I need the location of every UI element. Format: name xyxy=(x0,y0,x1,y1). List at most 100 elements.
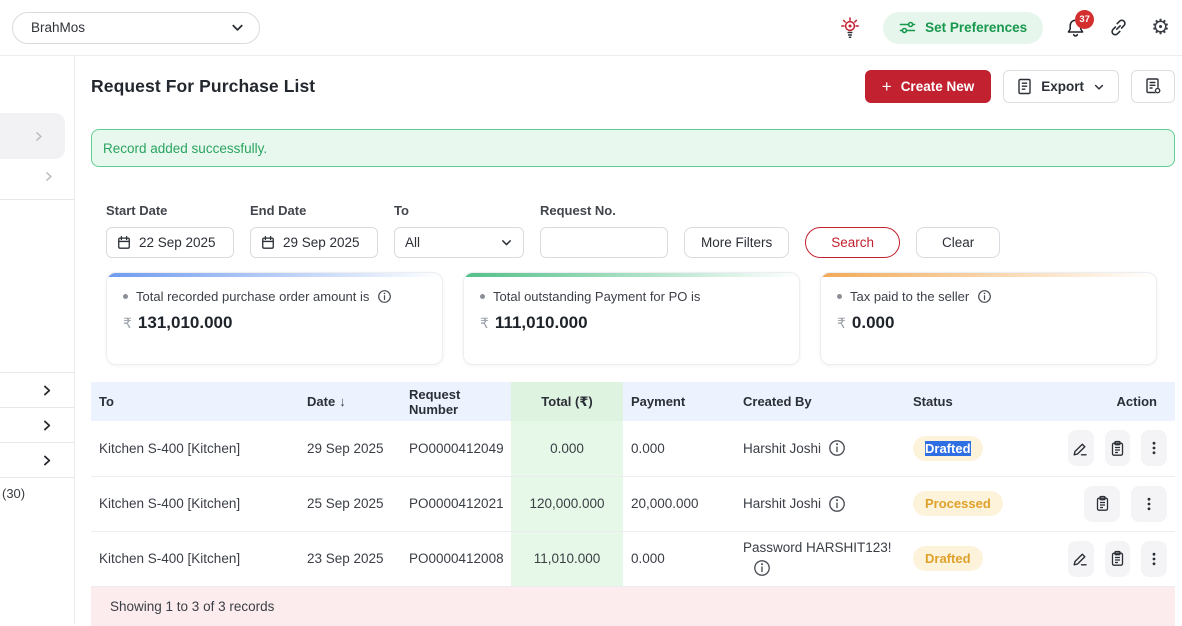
cell-request-number: PO0000412021 xyxy=(401,476,511,532)
table-row: Kitchen S-400 [Kitchen] 23 Sep 2025 PO00… xyxy=(91,531,1175,587)
info-icon[interactable] xyxy=(753,559,771,577)
export-button[interactable]: Export xyxy=(1003,70,1119,103)
cell-date: 23 Sep 2025 xyxy=(299,531,401,587)
sidebar-item-group-3[interactable] xyxy=(0,443,75,477)
info-icon[interactable] xyxy=(377,289,392,304)
company-selector[interactable]: BrahMos xyxy=(12,11,260,44)
edit-icon[interactable] xyxy=(1067,430,1094,467)
sidebar-divider xyxy=(0,442,75,443)
sort-desc-icon: ↓ xyxy=(339,394,346,409)
cell-created-by: Password HARSHIT123! xyxy=(743,539,892,555)
chevron-down-icon xyxy=(230,20,245,35)
search-button[interactable]: Search xyxy=(805,227,901,258)
records-count-text: Showing 1 to 3 of 3 records xyxy=(110,598,275,614)
card-amount: 111,010.000 xyxy=(494,313,588,332)
cell-total: 0.000 xyxy=(511,421,623,477)
sidebar-item-count-label[interactable]: (30) xyxy=(2,486,26,501)
to-filter-label: To xyxy=(394,203,409,218)
set-preferences-button[interactable]: Set Preferences xyxy=(883,11,1044,44)
cell-payment: 20,000.000 xyxy=(623,476,735,532)
sidebar-divider xyxy=(0,199,75,200)
start-date-field[interactable]: 22 Sep 2025 xyxy=(106,227,234,258)
copy-icon[interactable] xyxy=(1104,430,1131,467)
cell-request-number: PO0000412008 xyxy=(401,531,511,587)
sidebar-item-group-2[interactable] xyxy=(0,408,75,442)
sidebar-item-collapsed[interactable] xyxy=(42,170,55,183)
bulb-icon[interactable] xyxy=(839,16,861,40)
success-alert-message: Record added successfully. xyxy=(103,140,268,156)
to-filter-select[interactable]: All xyxy=(394,227,524,258)
column-settings-button[interactable] xyxy=(1131,70,1175,103)
cell-created-by: Harshit Joshi xyxy=(743,496,822,511)
cell-payment: 0.000 xyxy=(623,531,735,587)
summary-card-tax-paid: Tax paid to the seller ₹ 0.000 xyxy=(820,272,1157,365)
cell-date: 29 Sep 2025 xyxy=(299,421,401,477)
start-date-value: 22 Sep 2025 xyxy=(139,235,216,250)
plus-icon: + xyxy=(881,77,892,96)
summary-card-total-recorded: Total recorded purchase order amount is … xyxy=(106,272,443,365)
set-preferences-label: Set Preferences xyxy=(925,20,1028,35)
gear-icon[interactable]: ⚙ xyxy=(1151,16,1170,39)
main-content: Request For Purchase List + Create New E… xyxy=(75,56,1182,626)
col-header-request-number: Request Number xyxy=(401,382,511,421)
copy-icon[interactable] xyxy=(1104,540,1131,577)
sidebar-divider xyxy=(0,407,75,408)
cell-to: Kitchen S-400 [Kitchen] xyxy=(91,421,299,477)
page-title: Request For Purchase List xyxy=(91,76,316,96)
bullet-dot xyxy=(123,294,128,299)
cell-total: 120,000.000 xyxy=(511,476,623,532)
cell-created-by: Harshit Joshi xyxy=(743,440,822,456)
sidebar-item-active[interactable] xyxy=(0,113,65,159)
sidebar-item-group-1[interactable] xyxy=(0,373,75,407)
rupee-symbol: ₹ xyxy=(480,315,489,331)
copy-icon[interactable] xyxy=(1084,485,1120,522)
card-amount: 0.000 xyxy=(851,313,895,332)
create-new-button[interactable]: + Create New xyxy=(864,70,992,103)
more-actions-icon[interactable] xyxy=(1141,430,1167,467)
chevron-down-icon xyxy=(500,236,513,249)
cell-to: Kitchen S-400 [Kitchen] xyxy=(91,476,299,532)
calendar-icon xyxy=(117,235,131,250)
card-label: Total outstanding Payment for PO is xyxy=(493,289,701,304)
table-header-row: To Date ↓ Request Number Total (₹) Paymen… xyxy=(91,382,1175,421)
purchase-table: To Date ↓ Request Number Total (₹) Paymen… xyxy=(91,382,1175,626)
edit-icon[interactable] xyxy=(1067,540,1094,577)
sidebar-divider xyxy=(0,372,75,373)
success-alert: Record added successfully. xyxy=(91,129,1175,167)
col-header-action: Action xyxy=(1060,382,1175,421)
table-row: Kitchen S-400 [Kitchen] 25 Sep 2025 PO00… xyxy=(91,476,1175,532)
company-selector-value: BrahMos xyxy=(31,20,86,35)
more-actions-icon[interactable] xyxy=(1141,540,1167,577)
request-no-label: Request No. xyxy=(540,203,616,218)
sidebar: (30) xyxy=(0,56,75,624)
col-header-status: Status xyxy=(905,382,1060,421)
notification-count-badge: 37 xyxy=(1075,9,1095,29)
document-icon xyxy=(1017,78,1032,95)
col-header-created-by: Created By xyxy=(735,382,905,421)
cell-date: 25 Sep 2025 xyxy=(299,476,401,532)
bullet-dot xyxy=(480,294,485,299)
sliders-icon xyxy=(899,20,916,35)
bullet-dot xyxy=(837,294,842,299)
status-badge: Drafted xyxy=(913,546,983,571)
request-no-input[interactable] xyxy=(540,227,668,258)
summary-cards: Total recorded purchase order amount is … xyxy=(106,272,1175,365)
document-gear-icon xyxy=(1144,77,1163,96)
cell-payment: 0.000 xyxy=(623,421,735,477)
top-bar: BrahMos xyxy=(0,0,1182,56)
sidebar-divider xyxy=(0,477,75,478)
link-icon[interactable] xyxy=(1108,17,1129,38)
clear-button[interactable]: Clear xyxy=(916,227,1001,258)
info-icon[interactable] xyxy=(828,495,846,513)
status-badge: Processed xyxy=(913,491,1003,516)
start-date-label: Start Date xyxy=(106,203,168,218)
more-actions-icon[interactable] xyxy=(1131,485,1167,522)
more-filters-button[interactable]: More Filters xyxy=(684,227,790,258)
end-date-value: 29 Sep 2025 xyxy=(283,235,360,250)
rupee-symbol: ₹ xyxy=(123,315,132,331)
end-date-label: End Date xyxy=(250,203,307,218)
end-date-field[interactable]: 29 Sep 2025 xyxy=(250,227,378,258)
info-icon[interactable] xyxy=(828,439,846,457)
info-icon[interactable] xyxy=(977,289,992,304)
col-header-date[interactable]: Date ↓ xyxy=(299,382,401,421)
